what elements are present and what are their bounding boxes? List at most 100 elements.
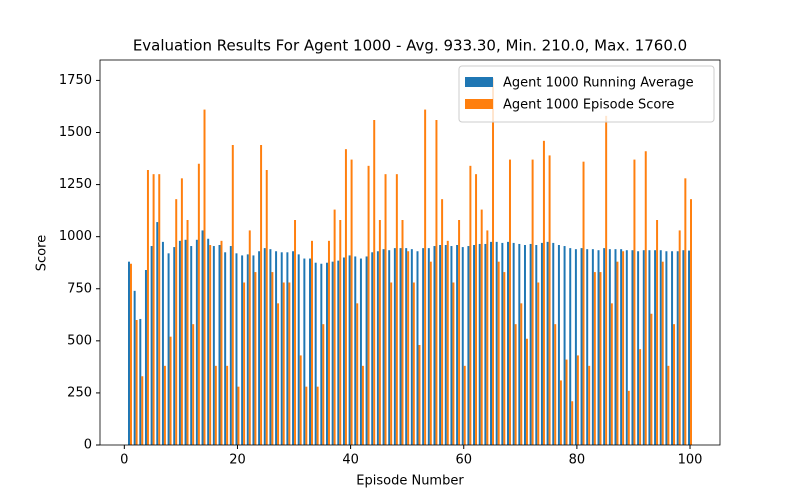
legend-box (458, 65, 715, 123)
bar (622, 251, 625, 445)
bar (339, 220, 342, 445)
bar (429, 261, 432, 445)
legend-swatch (465, 77, 493, 87)
bar (473, 245, 476, 445)
bar (297, 254, 300, 445)
bar (327, 240, 330, 445)
bar (620, 249, 623, 445)
bar (390, 282, 393, 445)
bar (373, 120, 376, 445)
bar (169, 336, 172, 445)
bar (650, 313, 653, 445)
bar (316, 386, 319, 445)
bar (243, 282, 246, 445)
bar (407, 251, 410, 445)
bar (525, 338, 528, 445)
bar (207, 238, 210, 445)
bar (661, 261, 664, 445)
bar (241, 255, 244, 445)
y-tick-label: 250 (67, 385, 92, 400)
bar (497, 261, 500, 445)
bar (141, 376, 144, 445)
bar (418, 345, 421, 445)
bar (676, 251, 679, 445)
bar (557, 245, 560, 445)
bar (294, 220, 297, 445)
bar (224, 252, 227, 445)
bar (475, 174, 478, 445)
bar (523, 245, 526, 445)
bar (456, 245, 459, 445)
x-tick-label: 20 (229, 453, 246, 468)
bar (156, 222, 159, 445)
bar (546, 241, 549, 445)
bar (490, 241, 493, 445)
bar (552, 242, 555, 445)
bar (186, 220, 189, 445)
bar (433, 246, 436, 445)
bar (690, 199, 692, 445)
bar (197, 163, 200, 445)
bar (559, 380, 562, 445)
bar (688, 250, 691, 445)
bar (412, 282, 415, 445)
bar (458, 220, 461, 445)
bar (246, 254, 249, 445)
bar (378, 220, 381, 445)
bar (631, 250, 634, 445)
bar (342, 257, 345, 445)
x-axis-label: Episode Number (356, 474, 464, 489)
bar (563, 246, 566, 445)
bar (486, 230, 489, 445)
bar (597, 250, 600, 445)
bar (495, 241, 498, 445)
bar (129, 263, 132, 445)
bar (361, 365, 364, 445)
bar (214, 365, 217, 445)
bar (314, 262, 317, 445)
bar (537, 282, 540, 445)
bar (569, 248, 572, 445)
bar (540, 242, 543, 445)
bar (492, 78, 495, 445)
bar (344, 149, 347, 445)
bar (507, 241, 509, 445)
bar (603, 248, 606, 445)
bar (642, 250, 645, 445)
bar (588, 365, 591, 445)
bar (478, 243, 481, 445)
bar (376, 251, 379, 445)
bar (586, 249, 589, 445)
bar (320, 263, 323, 445)
bar (639, 349, 642, 445)
legend-label: Agent 1000 Running Average (503, 76, 694, 91)
bar (520, 303, 523, 445)
bar (354, 256, 357, 445)
bar (365, 256, 368, 445)
bar (292, 251, 295, 445)
bar (180, 178, 183, 446)
bar (192, 324, 195, 445)
bar (184, 239, 187, 445)
bar (576, 355, 579, 445)
y-tick-label: 1750 (59, 73, 92, 88)
bar (480, 209, 483, 445)
bar (277, 303, 280, 445)
bar (467, 246, 470, 445)
bar (684, 178, 687, 446)
bar (514, 324, 517, 445)
bar (637, 251, 640, 445)
bar (282, 282, 285, 445)
bar (356, 303, 359, 445)
bar (410, 249, 413, 445)
bar (135, 320, 138, 445)
bar (271, 272, 274, 445)
bar (322, 324, 325, 445)
bar (269, 249, 272, 445)
bar (231, 145, 234, 445)
bar (254, 272, 257, 445)
bar (593, 272, 596, 445)
bar (195, 239, 198, 445)
bar (518, 243, 521, 445)
